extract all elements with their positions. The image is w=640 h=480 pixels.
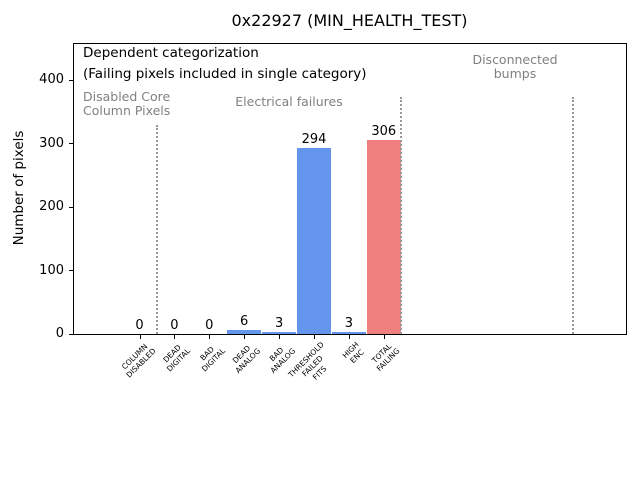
- y-tick-label: 400: [39, 72, 64, 88]
- y-tick-label: 200: [39, 199, 64, 215]
- y-tick-mark: [69, 333, 73, 335]
- region-separator-line: [572, 97, 574, 334]
- region-label-electrical-failures: Electrical failures: [235, 94, 343, 109]
- y-tick-label: 100: [39, 262, 64, 278]
- x-tick-label: DEAD DIGITAL: [161, 342, 193, 374]
- y-tick-mark: [69, 143, 73, 145]
- y-tick-mark: [69, 79, 73, 81]
- x-tick-mark: [174, 334, 176, 339]
- y-tick-label: 0: [55, 326, 64, 341]
- y-axis-label: Number of pixels: [11, 130, 27, 246]
- x-tick-label: HIGH ENC: [340, 340, 366, 366]
- bar: [262, 332, 297, 334]
- x-tick-label: TOTAL FAILING: [370, 341, 402, 374]
- bar: [227, 330, 262, 334]
- x-tick-label: COLUMN DISABLED: [119, 341, 158, 380]
- region-separator-line: [400, 97, 402, 334]
- bar: [297, 148, 331, 334]
- x-tick-label: BAD DIGITAL: [198, 344, 228, 374]
- region-label-disabled-core-column-pixels: Disabled Core Column Pixels: [83, 89, 171, 118]
- bar-value-label: 3: [344, 316, 354, 331]
- bar-value-label: 0: [135, 318, 144, 333]
- bar-value-label: 0: [205, 318, 214, 333]
- annotation-dependent-categorization: Dependent categorization: [83, 45, 259, 61]
- x-tick-mark: [279, 334, 281, 339]
- x-tick-mark: [314, 334, 315, 339]
- y-tick-mark: [69, 206, 73, 208]
- bar-value-label: 306: [371, 124, 397, 139]
- bar-value-label: 294: [301, 132, 327, 147]
- bar-value-label: 6: [240, 314, 249, 329]
- chart-title: 0x22927 (MIN_HEALTH_TEST): [231, 11, 468, 30]
- x-tick-mark: [139, 334, 141, 339]
- plot-area: [73, 43, 627, 335]
- x-tick-mark: [244, 334, 246, 339]
- bar-value-label: 0: [170, 318, 179, 333]
- bar: [331, 332, 366, 334]
- region-separator-line: [156, 125, 158, 334]
- region-label-disconnected-bumps: Disconnected bumps: [472, 52, 558, 81]
- annotation-failing-pixels: (Failing pixels included in single categ…: [83, 66, 367, 82]
- y-tick-mark: [69, 270, 73, 272]
- x-tick-mark: [209, 334, 211, 339]
- bar-value-label: 3: [274, 316, 284, 331]
- y-tick-label: 300: [39, 135, 64, 151]
- bar: [366, 140, 401, 334]
- x-tick-mark: [383, 334, 385, 339]
- x-tick-label: DEAD ANALOG: [230, 343, 263, 376]
- x-tick-mark: [348, 334, 350, 339]
